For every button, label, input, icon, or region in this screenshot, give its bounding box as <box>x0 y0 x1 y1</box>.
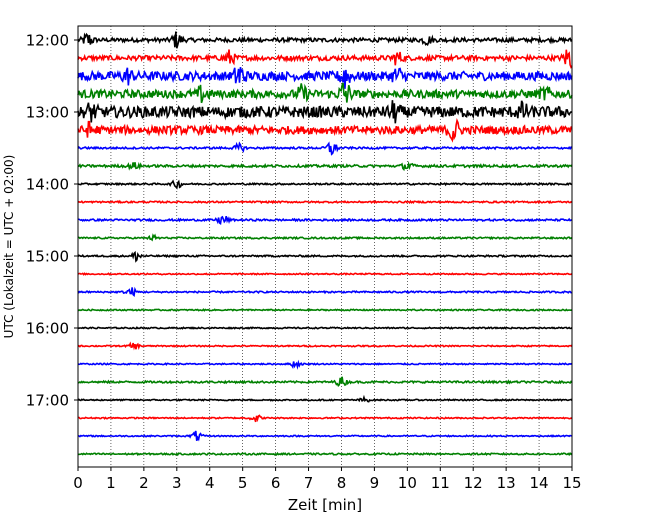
x-tick-label: 14 <box>530 474 549 492</box>
x-tick-label: 6 <box>271 474 281 492</box>
x-tick-label: 9 <box>370 474 380 492</box>
x-tick-label: 12 <box>464 474 483 492</box>
x-tick-label: 1 <box>106 474 116 492</box>
x-tick-label: 2 <box>139 474 149 492</box>
y-axis-ticks: 12:00 13:00 14:00 15:00 16:00 17:00 <box>26 32 78 410</box>
trace-1500 <box>77 250 573 263</box>
x-tick-label: 3 <box>172 474 182 492</box>
y-tick-label: 17:00 <box>26 392 69 410</box>
x-tick-label: 0 <box>73 474 83 492</box>
trace-1615 <box>77 341 573 351</box>
trace-1545 <box>77 308 573 312</box>
trace-1645 <box>77 376 573 387</box>
trace-1530 <box>77 286 573 298</box>
x-tick-label: 10 <box>398 474 417 492</box>
trace-1715 <box>77 414 573 423</box>
seismic-traces <box>77 31 573 457</box>
plot-frame <box>77 25 573 468</box>
x-axis-ticks: 0 1 2 3 4 5 6 7 8 9 10 11 12 13 14 15 <box>73 467 582 492</box>
trace-1200 <box>77 31 573 49</box>
trace-1330 <box>77 141 573 156</box>
x-tick-label: 5 <box>238 474 248 492</box>
trace-1345 <box>77 160 573 172</box>
x-tick-label: 15 <box>562 474 581 492</box>
trace-1600 <box>77 326 573 330</box>
y-tick-label: 14:00 <box>26 176 69 194</box>
trace-1400 <box>77 179 573 190</box>
trace-1245 <box>77 82 573 104</box>
x-axis-label: Zeit [min] <box>288 496 362 514</box>
trace-1300 <box>77 100 573 124</box>
x-tick-label: 7 <box>304 474 314 492</box>
trace-1430 <box>78 215 573 225</box>
x-tick-label: 4 <box>205 474 215 492</box>
trace-1730 <box>77 430 573 442</box>
y-tick-label: 16:00 <box>26 320 69 338</box>
trace-1230 <box>77 66 573 89</box>
x-tick-label: 13 <box>497 474 516 492</box>
trace-1445 <box>77 233 573 242</box>
y-tick-label: 13:00 <box>26 104 69 122</box>
x-tick-label: 8 <box>337 474 347 492</box>
y-axis-label: UTC (Lokalzeit = UTC + 02:00) <box>2 155 16 339</box>
y-tick-label: 15:00 <box>26 248 69 266</box>
trace-1515 <box>77 272 573 276</box>
trace-1315 <box>77 118 573 143</box>
trace-1415 <box>77 199 573 205</box>
trace-1745 <box>77 451 573 457</box>
y-tick-label: 12:00 <box>26 32 69 50</box>
x-tick-label: 11 <box>431 474 450 492</box>
trace-1215 <box>77 49 573 69</box>
trace-1630 <box>77 359 573 370</box>
trace-1700 <box>77 394 573 403</box>
